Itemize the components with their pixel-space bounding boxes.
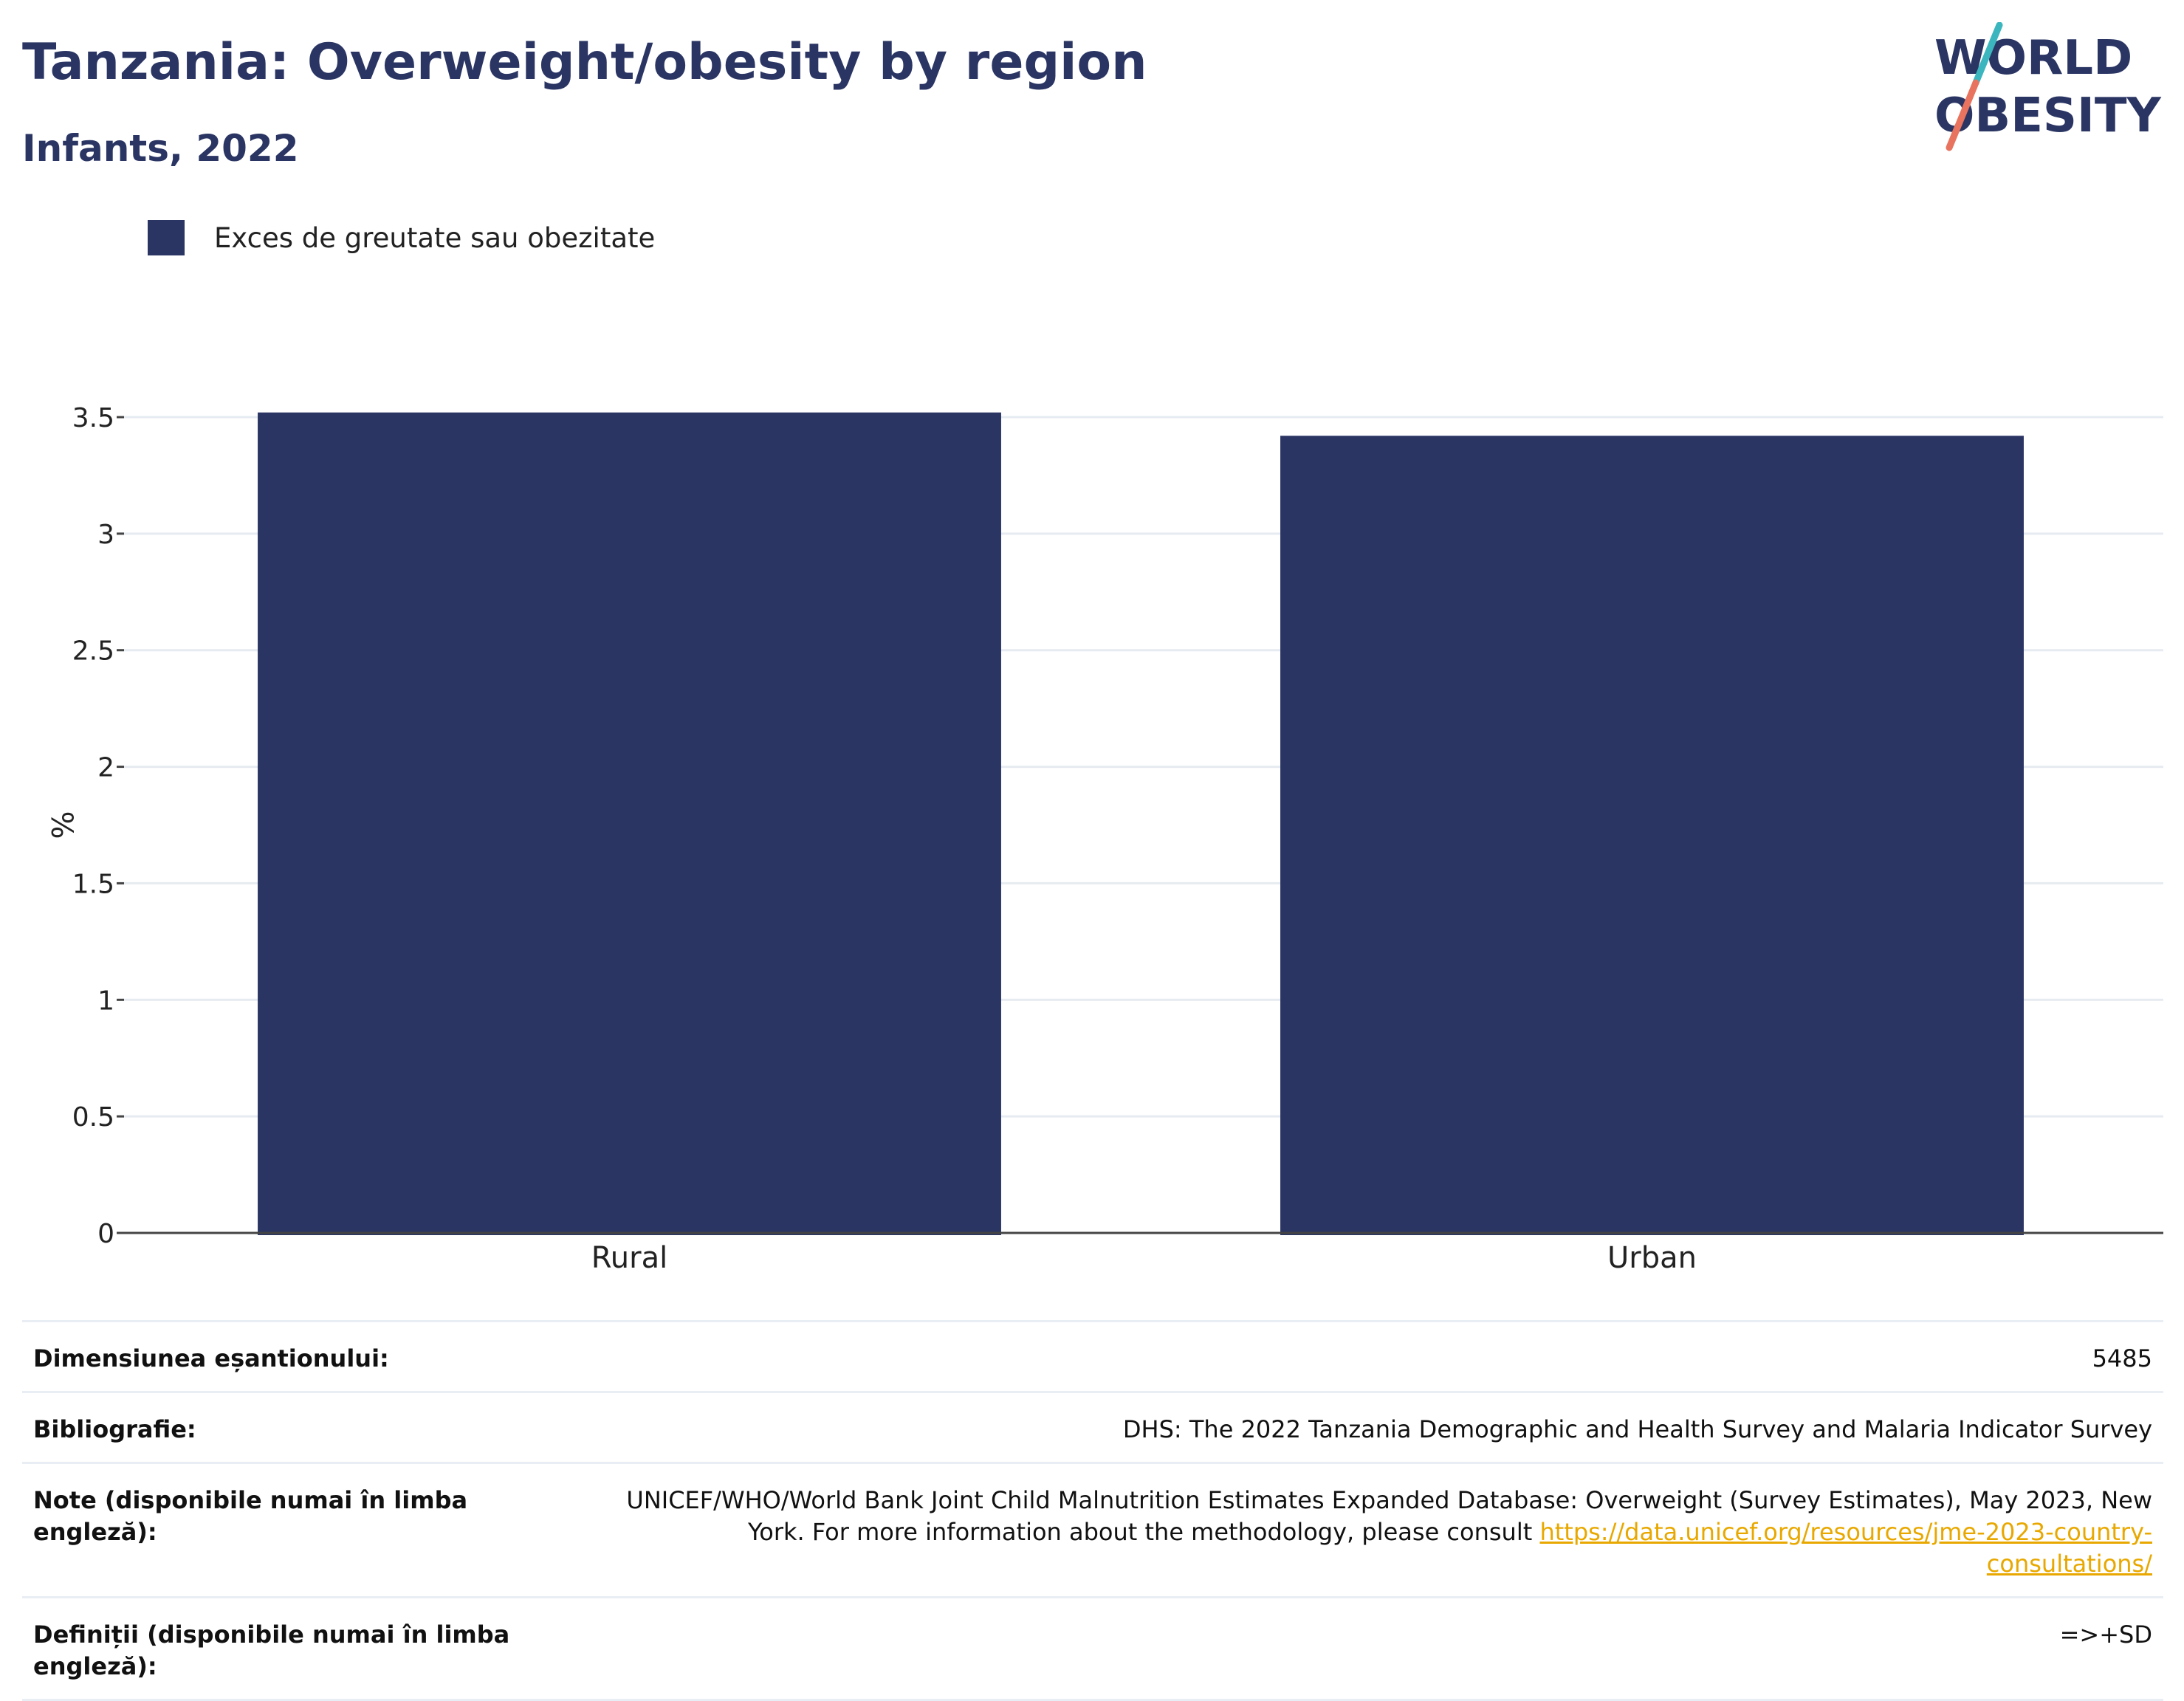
info-table: Dimensiunea eșantionului: 5485 Bibliogra… (22, 1320, 2163, 1701)
logo-line-1: WORLD (1934, 31, 2132, 86)
x-tick-label: Urban (1607, 1241, 1697, 1275)
chart-title: Tanzania: Overweight/obesity by region (22, 33, 1147, 92)
info-row-notes: Note (disponibile numai în limba engleză… (22, 1462, 2163, 1596)
info-label: Dimensiunea eșantionului: (33, 1344, 389, 1372)
chart-subtitle: Infants, 2022 (22, 127, 299, 170)
info-value: UNICEF/WHO/World Bank Joint Child Malnut… (617, 1485, 2152, 1580)
notes-text: UNICEF/WHO/World Bank Joint Child Malnut… (626, 1486, 2152, 1546)
legend-label: Exces de greutate sau obezitate (214, 221, 656, 254)
bar-chart: 0 0.5 1 1.5 2 2.5 3 3.5 Rural Urban% (44, 403, 2163, 1275)
info-row-sample-size: Dimensiunea eșantionului: 5485 (22, 1320, 2163, 1391)
y-tick-label: 1.5 (72, 869, 114, 899)
y-tick-label: 3.5 (72, 403, 114, 433)
x-tick-label: Rural (591, 1241, 667, 1275)
world-obesity-logo: WORLD OBESITY (1934, 22, 2161, 151)
y-tick-label: 0.5 (72, 1102, 114, 1133)
info-row-definitions: Definiții (disponibile numai în limba en… (22, 1596, 2163, 1701)
logo-slash-bottom (1946, 79, 1979, 151)
methodology-link[interactable]: https://data.unicef.org/resources/jme-20… (1539, 1518, 2152, 1578)
bar-rural (258, 412, 1001, 1235)
info-label: Bibliografie: (33, 1415, 196, 1443)
info-label: Note (disponibile numai în limba engleză… (33, 1486, 468, 1546)
bar-urban (1280, 436, 2024, 1236)
chart-legend: Exces de greutate sau obezitate (148, 220, 655, 255)
info-row-bibliography: Bibliografie: DHS: The 2022 Tanzania Dem… (22, 1391, 2163, 1462)
y-tick-label: 1 (97, 986, 114, 1016)
info-label: Definiții (disponibile numai în limba en… (33, 1621, 510, 1680)
y-tick-label: 3 (97, 520, 114, 550)
info-value: =>+SD (2059, 1621, 2152, 1649)
y-tick-label: 2.5 (72, 636, 114, 667)
logo-slash-top (1972, 22, 2003, 86)
info-value: DHS: The 2022 Tanzania Demographic and H… (1122, 1415, 2152, 1443)
y-axis-title: % (44, 811, 78, 839)
info-value: 5485 (2092, 1344, 2152, 1372)
legend-swatch (148, 220, 185, 255)
y-tick-label: 0 (97, 1219, 114, 1249)
y-tick-label: 2 (97, 753, 114, 783)
